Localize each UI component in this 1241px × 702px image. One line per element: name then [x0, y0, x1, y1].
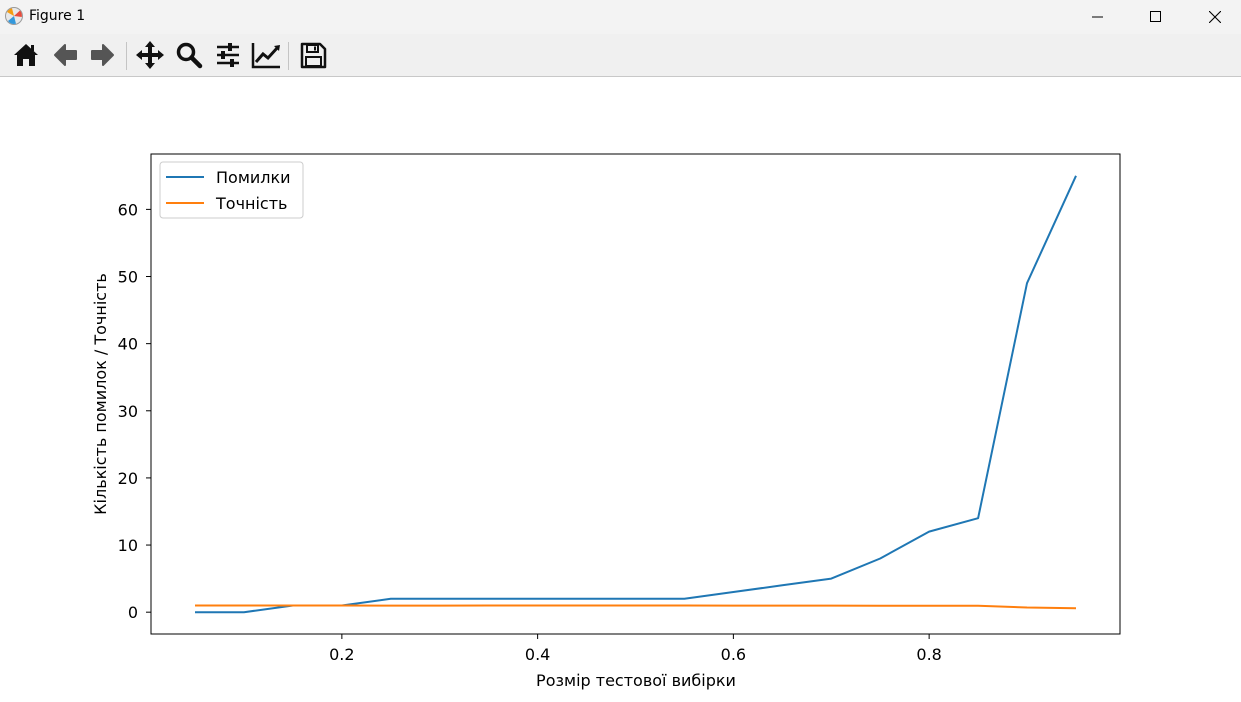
legend: Помилки Точність	[159, 161, 304, 219]
y-tick-label: 30	[118, 402, 138, 421]
x-axis-label: Розмір тестової вибірки	[536, 671, 736, 690]
toolbar-separator	[288, 42, 289, 70]
window-titlebar: Figure 1	[0, 0, 1241, 34]
x-tick-label: 0.4	[525, 645, 550, 664]
home-icon	[14, 44, 38, 66]
maximize-icon	[1150, 11, 1161, 22]
home-button[interactable]	[9, 38, 43, 72]
sliders-icon	[217, 43, 239, 67]
y-tick-label: 40	[118, 335, 138, 354]
save-button[interactable]	[296, 38, 330, 72]
y-tick-label: 10	[118, 536, 138, 555]
zoom-button[interactable]	[172, 38, 206, 72]
x-tick-label: 0.8	[916, 645, 941, 664]
figure-canvas[interactable]: 0.2 0.4 0.6 0.8 0 10 20 30 40 50 60 Розмір тестов…	[0, 77, 1241, 698]
minimize-icon	[1092, 16, 1103, 18]
x-tick-label: 0.2	[329, 645, 354, 664]
arrow-right-icon	[91, 44, 114, 66]
legend-label-errors: Помилки	[216, 168, 291, 187]
pan-button[interactable]	[133, 38, 167, 72]
x-axis-ticks: 0.2 0.4 0.6 0.8	[329, 634, 942, 664]
configure-subplots-button[interactable]	[211, 38, 245, 72]
navigation-toolbar	[0, 34, 1241, 77]
y-tick-label: 0	[128, 603, 138, 622]
maximize-button[interactable]	[1133, 0, 1179, 34]
floppy-disk-icon	[300, 42, 327, 69]
toolbar-separator	[126, 42, 127, 70]
series-line-0	[195, 175, 1077, 614]
y-tick-label: 20	[118, 469, 138, 488]
line-chart-icon	[251, 43, 280, 69]
legend-label-accuracy: Точність	[215, 194, 287, 213]
y-axis-label: Кількість помилок / Точність	[91, 273, 110, 515]
y-tick-label: 50	[118, 268, 138, 287]
forward-button[interactable]	[86, 38, 120, 72]
arrow-left-icon	[54, 44, 77, 66]
magnifier-icon	[176, 42, 203, 69]
close-icon	[1209, 11, 1221, 23]
edit-axis-button[interactable]	[249, 38, 283, 72]
back-button[interactable]	[48, 38, 82, 72]
close-button[interactable]	[1192, 0, 1238, 34]
x-tick-label: 0.6	[721, 645, 746, 664]
y-tick-label: 60	[118, 200, 138, 219]
axes-frame	[150, 153, 1121, 635]
series-line-1	[195, 604, 1077, 610]
y-axis-ticks: 0 10 20 30 40 50 60	[118, 200, 151, 622]
move-icon	[136, 41, 164, 69]
minimize-button[interactable]	[1075, 0, 1121, 34]
window-title: Figure 1	[29, 8, 86, 24]
line-chart: 0.2 0.4 0.6 0.8 0 10 20 30 40 50 60 Розмір тестов…	[91, 153, 1121, 690]
plot-lines	[195, 175, 1077, 614]
matplotlib-app-icon	[5, 7, 23, 25]
